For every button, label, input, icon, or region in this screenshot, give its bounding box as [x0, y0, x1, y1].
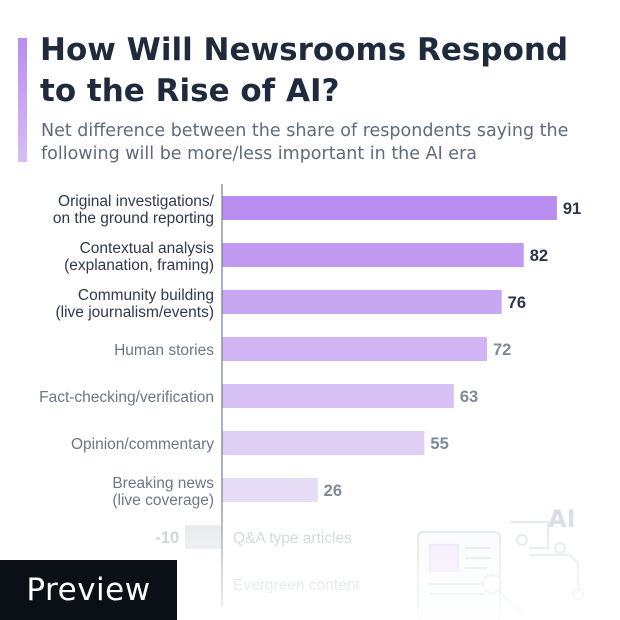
- bar: [222, 384, 454, 408]
- category-label: Community building (live journalism/event…: [56, 287, 215, 321]
- bars-layer: Original investigations/on the ground re…: [39, 184, 581, 606]
- value-label: 63: [460, 388, 478, 406]
- category-label: Opinion/commentary: [71, 436, 214, 453]
- bar: [222, 478, 318, 502]
- value-label: 55: [430, 435, 448, 453]
- title-accent-bar: [18, 38, 27, 162]
- value-label: 91: [563, 200, 581, 218]
- bar: [222, 290, 502, 314]
- category-label: Fact-checking/verification: [39, 389, 214, 406]
- bar: [222, 337, 487, 361]
- bar: [222, 243, 524, 267]
- value-label: 76: [508, 294, 526, 312]
- chart-subtitle: Net difference between the share of resp…: [41, 121, 569, 164]
- category-label: Original investigations/on the ground re…: [53, 193, 215, 227]
- value-label: 82: [530, 247, 548, 265]
- chart-title: How Will Newsrooms Respond to the Rise o…: [40, 32, 569, 109]
- category-label: Contextual analysis (explanation, framing…: [64, 240, 214, 274]
- preview-badge: Preview: [0, 560, 177, 620]
- value-label: 26: [324, 482, 342, 500]
- bar: [222, 196, 557, 220]
- category-label: Human stories: [114, 342, 214, 359]
- bar: [222, 431, 425, 455]
- value-label: 72: [493, 341, 511, 359]
